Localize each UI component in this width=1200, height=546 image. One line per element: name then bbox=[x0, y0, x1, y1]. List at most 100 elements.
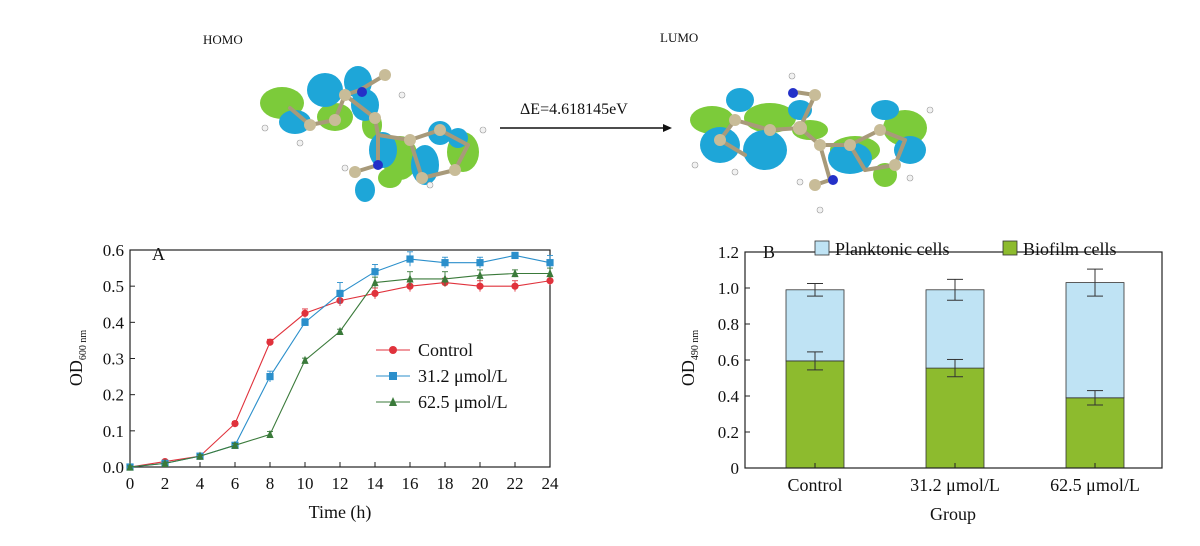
chart-a-point bbox=[301, 318, 309, 326]
chart-a-panel-letter: A bbox=[152, 244, 165, 264]
chart-a-point bbox=[441, 274, 449, 283]
chart-a-point bbox=[511, 268, 519, 278]
chart-b-y-tick-label: 0.6 bbox=[718, 351, 739, 370]
reaction-arrow bbox=[500, 124, 672, 132]
chart-a-point bbox=[266, 372, 274, 381]
chart-b-bar-planktonic bbox=[785, 289, 845, 362]
chart-a-point bbox=[371, 268, 379, 276]
chart-b-y-label-main: OD bbox=[678, 360, 698, 386]
chart-a-x-tick-label: 20 bbox=[472, 474, 489, 493]
chart-b-x-tick-label: Control bbox=[787, 475, 842, 495]
chart-a-x-tick-label: 4 bbox=[196, 474, 205, 493]
chart-a-legend-label: 31.2 μmol/L bbox=[418, 366, 508, 386]
chart-a-point bbox=[406, 274, 414, 283]
chart-a-point bbox=[371, 277, 379, 287]
chart-a-point bbox=[301, 309, 309, 317]
chart-a-y-tick-label: 0.4 bbox=[103, 313, 125, 332]
chart-b-y-label-sub: 490 nm bbox=[690, 330, 701, 361]
chart-a-x-tick-label: 0 bbox=[126, 474, 135, 493]
chart-b-y-axis-label: OD490 nm bbox=[678, 330, 701, 387]
chart-a-y-label-main: OD bbox=[66, 360, 86, 386]
chart-a-y-tick-label: 0.2 bbox=[103, 386, 124, 405]
chart-a-point bbox=[266, 338, 274, 346]
chart-a-x-tick-label: 2 bbox=[161, 474, 170, 493]
chart-a-legend-marker bbox=[389, 346, 397, 354]
chart-a-legend-label: 62.5 μmol/L bbox=[418, 392, 508, 412]
chart-b-ticks: 0 0.2 0.4 0.6 0.8 1.0 1.2 Control 31.2 μmol/L 62.… bbox=[718, 243, 1140, 495]
chart-a-x-tick-label: 12 bbox=[332, 474, 349, 493]
chart-a-legend-marker bbox=[389, 397, 397, 406]
chart-b-bar-biofilm bbox=[925, 367, 985, 469]
chart-a-point bbox=[231, 440, 239, 449]
chart-b-bar-group bbox=[1065, 268, 1125, 469]
chart-a-point bbox=[336, 326, 344, 335]
chart-b-y-tick-label: 0.8 bbox=[718, 315, 739, 334]
chart-b-y-tick-label: 0.4 bbox=[718, 387, 740, 406]
chart-b-x-tick-label: 31.2 μmol/L bbox=[910, 475, 1000, 495]
chart-a-point bbox=[336, 289, 344, 297]
lumo-orbital-image bbox=[690, 72, 934, 214]
chart-a-point bbox=[511, 282, 519, 290]
chart-a-y-tick-label: 0.0 bbox=[103, 458, 124, 477]
chart-a-x-tick-label: 22 bbox=[507, 474, 524, 493]
chart-b-bar-group bbox=[785, 283, 845, 469]
chart-a-point bbox=[476, 259, 484, 267]
chart-a-legend: Control 31.2 μmol/L 62.5 μmol/L bbox=[376, 340, 508, 412]
lumo-atoms bbox=[691, 72, 934, 214]
chart-b-bar-planktonic bbox=[925, 289, 985, 369]
lumo-label: LUMO bbox=[660, 30, 698, 45]
chart-a-legend-item: Control bbox=[376, 340, 473, 360]
chart-a-x-tick-label: 18 bbox=[437, 474, 454, 493]
chart-a-point bbox=[546, 259, 554, 267]
chart-a-x-tick-label: 14 bbox=[367, 474, 385, 493]
chart-a-y-axis-label: OD600 nm bbox=[66, 330, 89, 387]
growth-curve-chart: A 0 2 4 6 8 10 12 14 16 18 20 22 240.00.10.20.30.40.… bbox=[66, 241, 559, 523]
chart-a-y-tick-label: 0.1 bbox=[103, 422, 124, 441]
chart-b-x-axis-label: Group bbox=[930, 504, 976, 524]
svg-text:OD600 nm: OD600 nm bbox=[66, 330, 89, 387]
chart-a-point bbox=[196, 451, 204, 460]
chart-a-y-label-sub: 600 nm bbox=[78, 330, 89, 361]
homo-label: HOMO bbox=[203, 32, 243, 47]
chart-a-y-tick-label: 0.3 bbox=[103, 350, 124, 369]
chart-a-legend-item: 62.5 μmol/L bbox=[376, 392, 508, 412]
chart-a-point bbox=[371, 289, 379, 297]
chart-b-y-tick-label: 1.2 bbox=[718, 243, 739, 262]
chart-a-legend-marker bbox=[389, 372, 397, 380]
chart-b-legend-swatch bbox=[1002, 240, 1018, 256]
chart-b-bar-biofilm bbox=[785, 360, 845, 469]
chart-a-legend-label: Control bbox=[418, 340, 473, 360]
svg-text:OD490 nm: OD490 nm bbox=[678, 330, 701, 387]
chart-a-point bbox=[406, 255, 414, 263]
chart-b-legend-swatch bbox=[814, 240, 830, 256]
homo-atoms bbox=[261, 69, 487, 189]
chart-a-point bbox=[231, 420, 239, 428]
chart-a-point bbox=[301, 355, 309, 364]
homo-orbital-image bbox=[260, 66, 487, 202]
chart-b-legend-item: Planktonic cells bbox=[814, 239, 949, 259]
chart-a-series-2 bbox=[126, 267, 554, 471]
chart-b-x-tick-label: 62.5 μmol/L bbox=[1050, 475, 1140, 495]
chart-a-x-tick-label: 24 bbox=[542, 474, 560, 493]
chart-b-legend-label: Planktonic cells bbox=[835, 239, 949, 259]
energy-gap-label: ΔE=4.618145eV bbox=[520, 101, 628, 118]
chart-a-x-tick-label: 16 bbox=[402, 474, 419, 493]
chart-a-point bbox=[511, 251, 519, 260]
chart-b-legend-label: Biofilm cells bbox=[1023, 239, 1117, 259]
chart-b-y-tick-label: 0 bbox=[731, 459, 740, 478]
chart-a-point bbox=[126, 462, 134, 471]
chart-a-x-tick-label: 8 bbox=[266, 474, 275, 493]
chart-a-x-axis-label: Time (h) bbox=[309, 502, 372, 523]
chart-b-bar-biofilm bbox=[1065, 397, 1125, 469]
chart-a-point bbox=[161, 458, 169, 467]
chart-b-legend: Planktonic cells Biofilm cells bbox=[814, 239, 1117, 259]
chart-a-point bbox=[476, 270, 484, 279]
chart-a-legend-item: 31.2 μmol/L bbox=[376, 366, 508, 386]
chart-b-bars bbox=[785, 268, 1125, 469]
chart-a-point bbox=[266, 429, 274, 439]
chart-b-y-tick-label: 0.2 bbox=[718, 423, 739, 442]
chart-a-series bbox=[126, 251, 554, 471]
chart-a-point bbox=[546, 268, 554, 278]
